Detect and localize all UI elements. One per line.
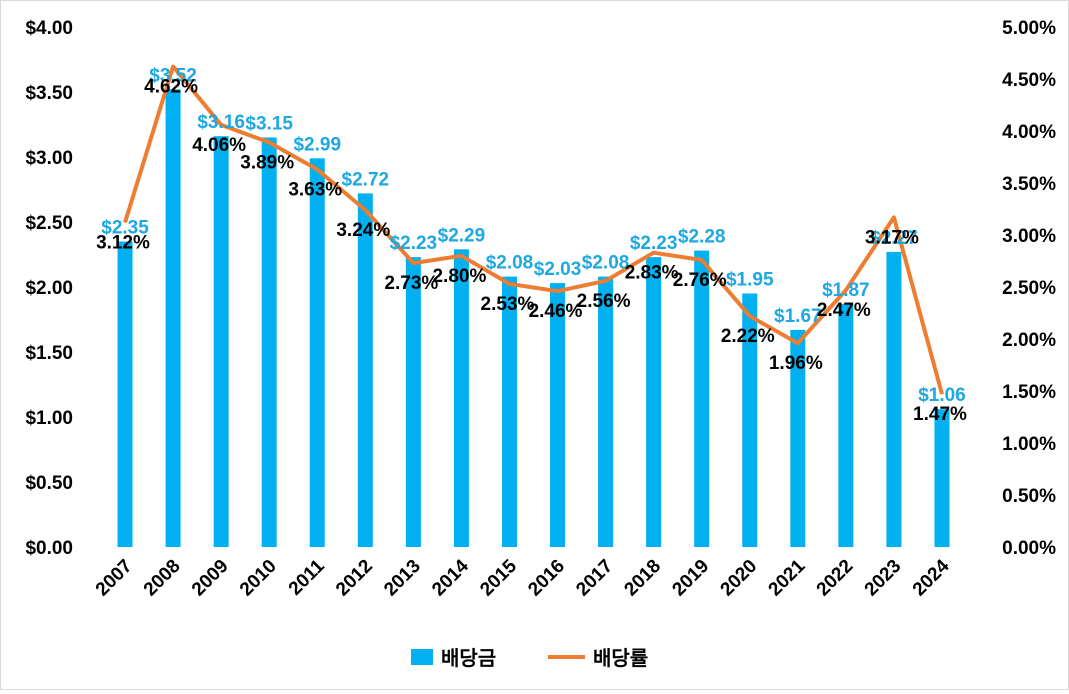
bar [166, 89, 181, 547]
y-right-tick-label: 1.50% [1002, 382, 1056, 403]
x-tick-label: 2015 [476, 555, 521, 600]
x-tick-label: 2007 [92, 556, 137, 601]
line-value-label: 2.47% [817, 300, 871, 321]
bar-value-label: $2.72 [342, 169, 390, 190]
y-right-tick-label: 0.00% [1002, 538, 1056, 559]
bar [406, 257, 421, 547]
line-value-label: 2.80% [432, 266, 486, 287]
legend-label-dividend: 배당금 [441, 647, 496, 670]
left-axis-ticks: $0.00 $0.50 $1.00 $1.50 $2.00 $2.50 $3.00 $3.50… [25, 18, 73, 559]
line-value-label: 3.24% [336, 220, 390, 241]
y-right-tick-label: 2.00% [1002, 330, 1056, 351]
x-tick-label: 2020 [717, 556, 762, 601]
line-value-label: 2.56% [577, 291, 631, 312]
bar-value-label: $2.23 [390, 233, 438, 254]
x-tick-label: 2018 [620, 556, 665, 601]
y-right-tick-label: 3.50% [1002, 174, 1056, 195]
bar [214, 136, 229, 547]
bar [694, 251, 709, 547]
y-left-tick-label: $4.00 [25, 18, 73, 39]
y-right-tick-label: 4.50% [1002, 70, 1056, 91]
y-right-tick-label: 3.00% [1002, 226, 1056, 247]
line-value-label: 2.73% [384, 273, 438, 294]
x-tick-label: 2010 [236, 556, 281, 601]
bar [502, 277, 517, 547]
bar [550, 283, 565, 547]
bar-value-label: $2.99 [293, 134, 341, 155]
bar [454, 249, 469, 547]
line-value-label: 3.12% [96, 233, 150, 254]
line-value-label: 2.53% [481, 294, 535, 315]
y-left-tick-label: $3.50 [25, 83, 73, 104]
bar-value-label: $2.23 [630, 233, 678, 254]
line-value-label: 1.96% [769, 353, 823, 374]
x-tick-label: 2017 [572, 556, 617, 601]
legend-label-yield: 배당률 [593, 647, 648, 670]
bar-data-labels: $2.35$3.52$3.16$3.15$2.99$2.72$2.23$2.29… [101, 65, 965, 406]
bar [118, 242, 133, 548]
x-tick-label: 2019 [668, 556, 713, 601]
x-tick-label: 2013 [380, 556, 425, 601]
bar-value-label: $1.67 [774, 306, 822, 327]
y-left-tick-label: $0.00 [25, 538, 73, 559]
x-tick-label: 2011 [285, 555, 329, 599]
line-value-label: 3.17% [865, 227, 919, 248]
bar [358, 193, 373, 547]
y-left-tick-label: $3.00 [25, 148, 73, 169]
line-value-label: 2.22% [721, 326, 775, 347]
x-tick-label: 2021 [765, 555, 810, 600]
bar [598, 277, 613, 547]
line-value-label: 3.63% [288, 179, 342, 200]
bar-value-label: $3.16 [197, 112, 245, 133]
line-value-label: 2.83% [625, 263, 679, 284]
line-value-label: 2.46% [529, 301, 583, 322]
bar [838, 304, 853, 547]
line-value-label: 3.89% [240, 152, 294, 173]
x-tick-label: 2012 [332, 556, 377, 601]
bar-value-label: $1.06 [918, 385, 966, 406]
bar-value-label: $2.28 [678, 227, 726, 248]
y-left-tick-label: $0.50 [25, 473, 73, 494]
x-tick-label: 2024 [909, 555, 954, 600]
y-right-tick-label: 5.00% [1002, 18, 1056, 39]
bar [646, 257, 661, 547]
bar-value-label: $3.15 [245, 114, 293, 135]
x-tick-label: 2009 [188, 556, 233, 601]
bar [934, 409, 949, 547]
y-left-tick-label: $1.00 [25, 408, 73, 429]
line-value-label: 1.47% [913, 404, 967, 425]
y-right-tick-label: 4.00% [1002, 122, 1056, 143]
y-right-tick-label: 1.00% [1002, 434, 1056, 455]
line-value-label: 4.06% [192, 135, 246, 156]
y-right-tick-label: 2.50% [1002, 278, 1056, 299]
y-left-tick-label: $2.50 [25, 213, 73, 234]
y-left-tick-label: $2.00 [25, 278, 73, 299]
bar [886, 252, 901, 547]
x-tick-label: 2023 [861, 556, 906, 601]
y-left-tick-label: $1.50 [25, 343, 73, 364]
x-tick-label: 2016 [524, 556, 569, 601]
bar-value-label: $2.29 [438, 225, 486, 246]
bar-value-label: $1.95 [726, 270, 774, 291]
line-value-label: 4.62% [144, 77, 198, 98]
bar-value-label: $1.87 [822, 280, 870, 301]
bar [310, 158, 325, 547]
legend-swatch-dividend [411, 649, 433, 665]
bar-value-label: $2.08 [486, 253, 534, 274]
chart-legend: 배당금 배당률 [411, 647, 648, 670]
line-value-label: 2.76% [673, 270, 727, 291]
x-tick-label: 2008 [140, 556, 185, 601]
bar-value-label: $2.03 [534, 259, 582, 280]
right-axis-ticks: 0.00% 0.50% 1.00% 1.50% 2.00% 2.50% 3.00% 3.50%… [1002, 18, 1056, 559]
bar [262, 138, 277, 548]
x-tick-label: 2022 [813, 556, 858, 601]
y-right-tick-label: 0.50% [1002, 486, 1056, 507]
bar-value-label: $2.08 [582, 253, 630, 274]
x-tick-label: 2014 [428, 555, 473, 600]
